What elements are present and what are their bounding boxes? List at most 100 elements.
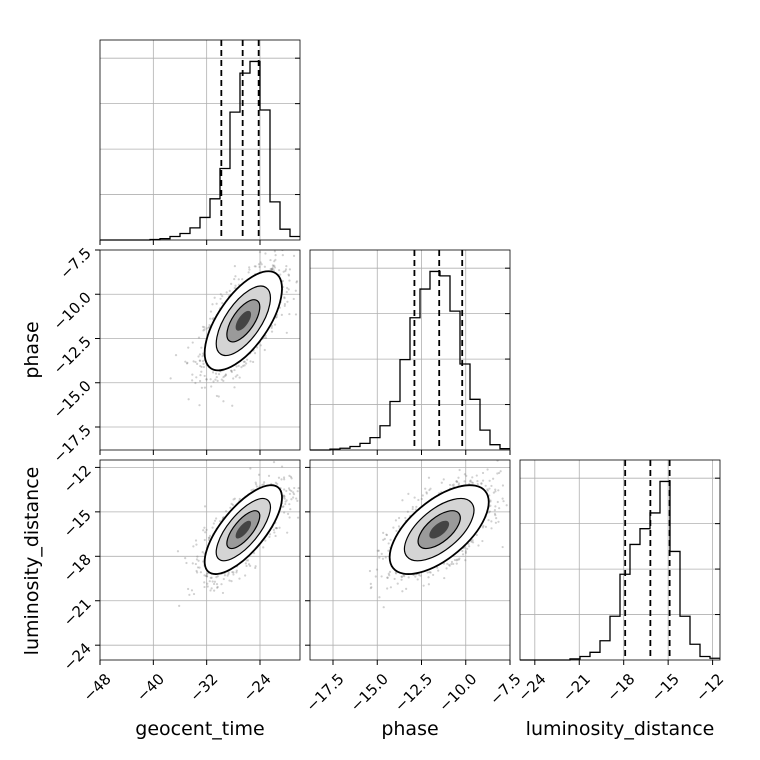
scatter-point (268, 535, 271, 538)
scatter-point (267, 474, 271, 478)
scatter-point (490, 527, 493, 530)
x-tick-label: −32 (186, 670, 221, 705)
scatter-point (234, 275, 237, 278)
scatter-point (201, 360, 205, 363)
scatter-point (501, 484, 505, 487)
scatter-point (196, 571, 199, 574)
scatter-point (288, 279, 291, 282)
scatter-point (191, 373, 194, 376)
scatter-point (496, 500, 499, 504)
y-tick-label: −21 (60, 595, 95, 630)
scatter-point (443, 576, 446, 580)
scatter-point (223, 574, 227, 577)
scatter-point (231, 571, 234, 574)
scatter-point (275, 527, 278, 530)
scatter-point (237, 278, 240, 281)
scatter-point (197, 559, 200, 562)
scatter-point (270, 268, 273, 271)
scatter-point (484, 525, 487, 528)
scatter-point (285, 489, 288, 493)
scatter-point (198, 404, 201, 407)
scatter-point (232, 573, 235, 576)
scatter-point (448, 563, 451, 567)
scatter-point (195, 543, 198, 546)
scatter-point (207, 536, 211, 539)
scatter-point (273, 266, 277, 269)
scatter-point (282, 496, 285, 499)
scatter-point (229, 369, 233, 372)
scatter-point (411, 507, 414, 511)
scatter-point (227, 571, 230, 574)
scatter-point (498, 507, 501, 510)
scatter-point (397, 525, 401, 528)
scatter-point (245, 358, 249, 361)
scatter-point (232, 377, 235, 380)
scatter-point (489, 499, 492, 502)
scatter-point (487, 519, 490, 522)
scatter-point (269, 258, 272, 262)
scatter-point (280, 478, 283, 481)
scatter-point (282, 494, 286, 497)
scatter-point (481, 479, 485, 482)
scatter-point (253, 265, 256, 268)
scatter-point (270, 324, 273, 328)
scatter-point (382, 538, 385, 541)
scatter-point (232, 498, 235, 501)
x-tick-label: −24 (240, 670, 275, 705)
scatter-point (292, 297, 295, 301)
scatter-point (432, 573, 435, 577)
scatter-point (217, 395, 220, 398)
x-tick-label: −10.0 (435, 670, 480, 715)
scatter-point (480, 482, 483, 485)
scatter-point (187, 587, 190, 591)
scatter-point (499, 470, 502, 473)
xlabel-phase: phase (381, 718, 438, 740)
scatter-point (270, 330, 274, 333)
scatter-point (205, 575, 209, 578)
scatter-point (246, 559, 250, 562)
scatter-point (271, 268, 274, 272)
scatter-point (296, 516, 300, 519)
y-tick-label: −10.0 (50, 288, 95, 333)
scatter-point (212, 380, 215, 383)
scatter-point (224, 373, 227, 376)
scatter-point (205, 528, 208, 531)
scatter-point (192, 545, 195, 548)
scatter-point (427, 576, 430, 579)
scatter-point (452, 483, 455, 486)
scatter-point (285, 290, 288, 294)
y-tick-label: −24 (60, 639, 95, 674)
density-contour (235, 520, 252, 539)
scatter-point (216, 379, 219, 382)
scatter-point (271, 267, 274, 270)
scatter-point (492, 491, 495, 494)
scatter-point (249, 467, 252, 470)
scatter-point (241, 278, 244, 281)
scatter-point (411, 505, 414, 509)
scatter-point (387, 572, 390, 575)
scatter-point (208, 536, 211, 540)
scatter-point (278, 526, 281, 529)
scatter-point (456, 480, 459, 484)
scatter-point (221, 302, 224, 305)
scatter-point (488, 487, 491, 490)
scatter-point (247, 563, 251, 566)
scatter-point (386, 576, 389, 579)
scatter-point (260, 263, 263, 266)
scatter-point (469, 480, 472, 483)
scatter-point (218, 520, 222, 523)
scatter-point (496, 472, 499, 475)
scatter-point (217, 373, 221, 376)
scatter-point (464, 551, 467, 555)
scatter-point (426, 571, 429, 574)
scatter-point (205, 378, 208, 381)
scatter-point (234, 284, 237, 287)
scatter-point (502, 500, 505, 503)
scatter-point (211, 303, 214, 306)
scatter-point (461, 553, 465, 556)
scatter-point (278, 269, 281, 272)
scatter-point (198, 379, 202, 383)
scatter-point (254, 265, 257, 268)
scatter-point (446, 562, 449, 565)
scatter-point (388, 574, 391, 577)
